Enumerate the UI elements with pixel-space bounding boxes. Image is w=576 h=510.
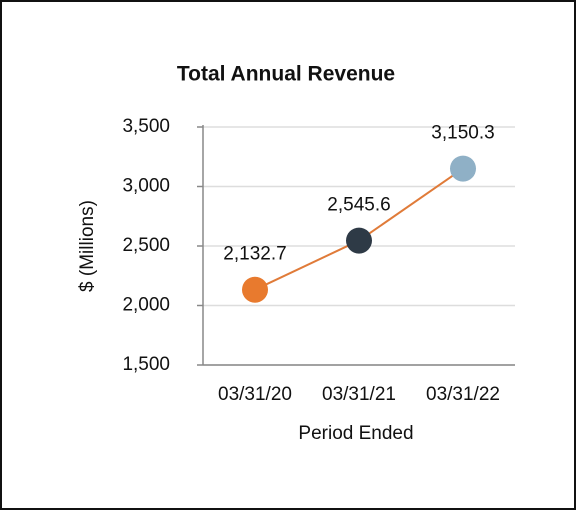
y-axis-title: $ (Millions) [77, 200, 98, 292]
y-tick-label: 3,500 [122, 116, 170, 137]
data-label: 2,132.7 [223, 244, 286, 265]
x-tick-label: 03/31/21 [322, 384, 396, 405]
marker [346, 227, 372, 254]
x-axis-title: Period Ended [298, 423, 413, 444]
x-tick-label: 03/31/20 [218, 384, 292, 405]
y-tick-label: 2,500 [122, 235, 170, 256]
marker [450, 155, 476, 182]
data-label: 2,545.6 [327, 195, 390, 216]
data-label: 3,150.3 [431, 123, 494, 144]
y-tick-label: 2,000 [122, 295, 170, 316]
chart-title: Total Annual Revenue [177, 63, 395, 86]
y-tick-label: 1,500 [122, 354, 170, 375]
y-tick-label: 3,000 [122, 176, 170, 197]
marker [242, 276, 268, 303]
x-tick-label: 03/31/22 [426, 384, 500, 405]
